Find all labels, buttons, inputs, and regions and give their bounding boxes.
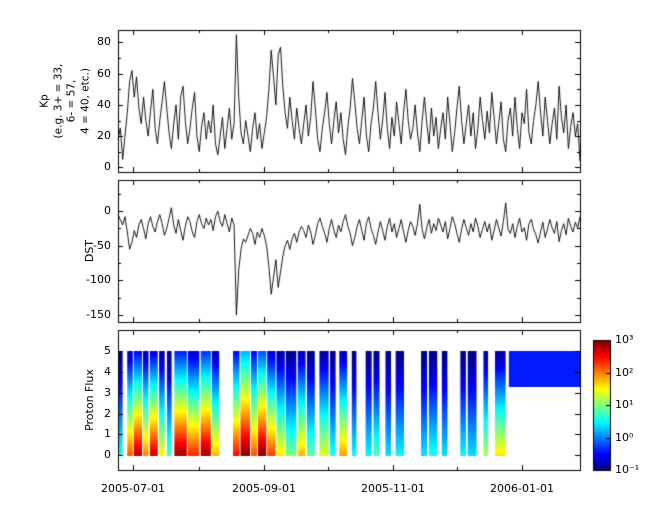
chart-canvas [0, 0, 665, 523]
figure: Kp (e.g. 3+ = 33, 6- = 57, 4 = 40, etc.)… [0, 0, 665, 523]
